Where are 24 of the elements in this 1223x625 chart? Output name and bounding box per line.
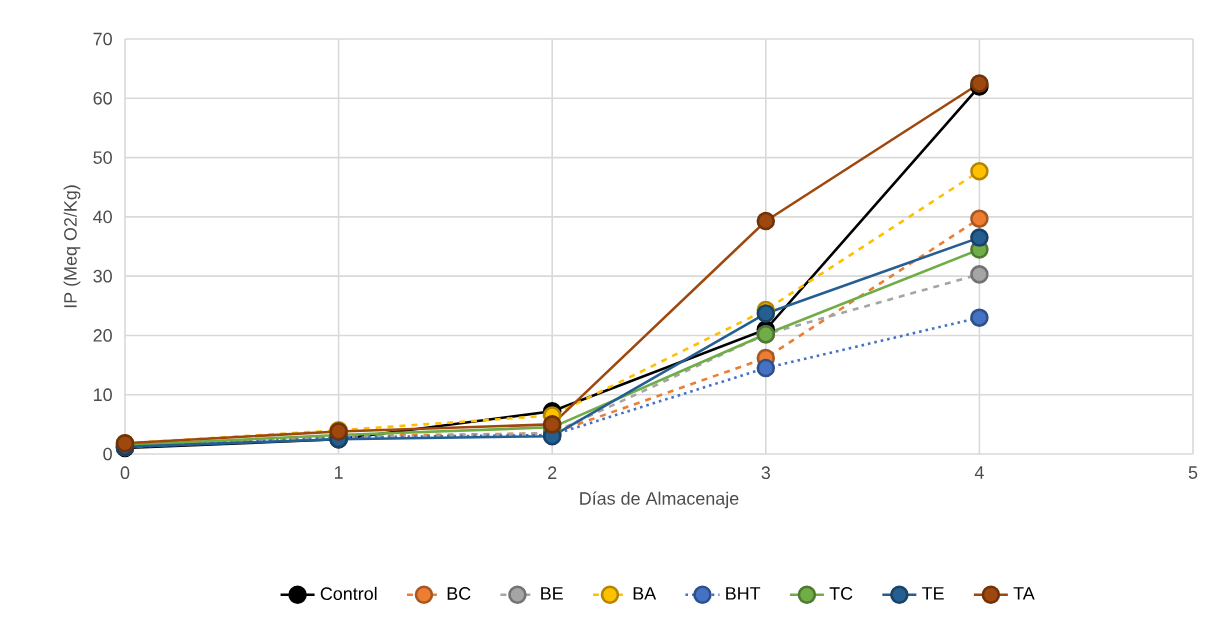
legend-label: Control — [320, 586, 377, 601]
legend-label: BC — [447, 587, 471, 600]
legend-label: BE — [541, 587, 563, 600]
x-axis-title: Días de Almacenaje — [580, 491, 739, 509]
y-tick-label: 70 — [93, 32, 112, 46]
y-tick-label: 30 — [93, 269, 112, 283]
x-tick-label: 4 — [974, 466, 984, 479]
y-tick-label: 20 — [93, 329, 112, 342]
y-tick-label: 0 — [103, 447, 112, 461]
y-tick-label: 10 — [94, 388, 112, 402]
x-tick-label: 5 — [1188, 466, 1198, 479]
legend-label: TA — [1013, 587, 1035, 600]
y-tick-label: 40 — [93, 210, 112, 224]
y-tick-label: 50 — [93, 151, 112, 164]
y-tick-label: 60 — [93, 91, 112, 105]
x-tick-label: 3 — [761, 466, 770, 480]
y-axis-title: IP (Meq O2/Kg) — [63, 185, 81, 308]
legend-label: BA — [633, 587, 657, 600]
x-tick-label: 2 — [548, 466, 557, 479]
x-tick-label: 0 — [120, 466, 130, 480]
x-tick-label: 1 — [334, 466, 343, 479]
legend-label: TE — [922, 587, 944, 600]
legend-label: BHT — [726, 587, 761, 600]
legend-label: TC — [829, 587, 853, 600]
